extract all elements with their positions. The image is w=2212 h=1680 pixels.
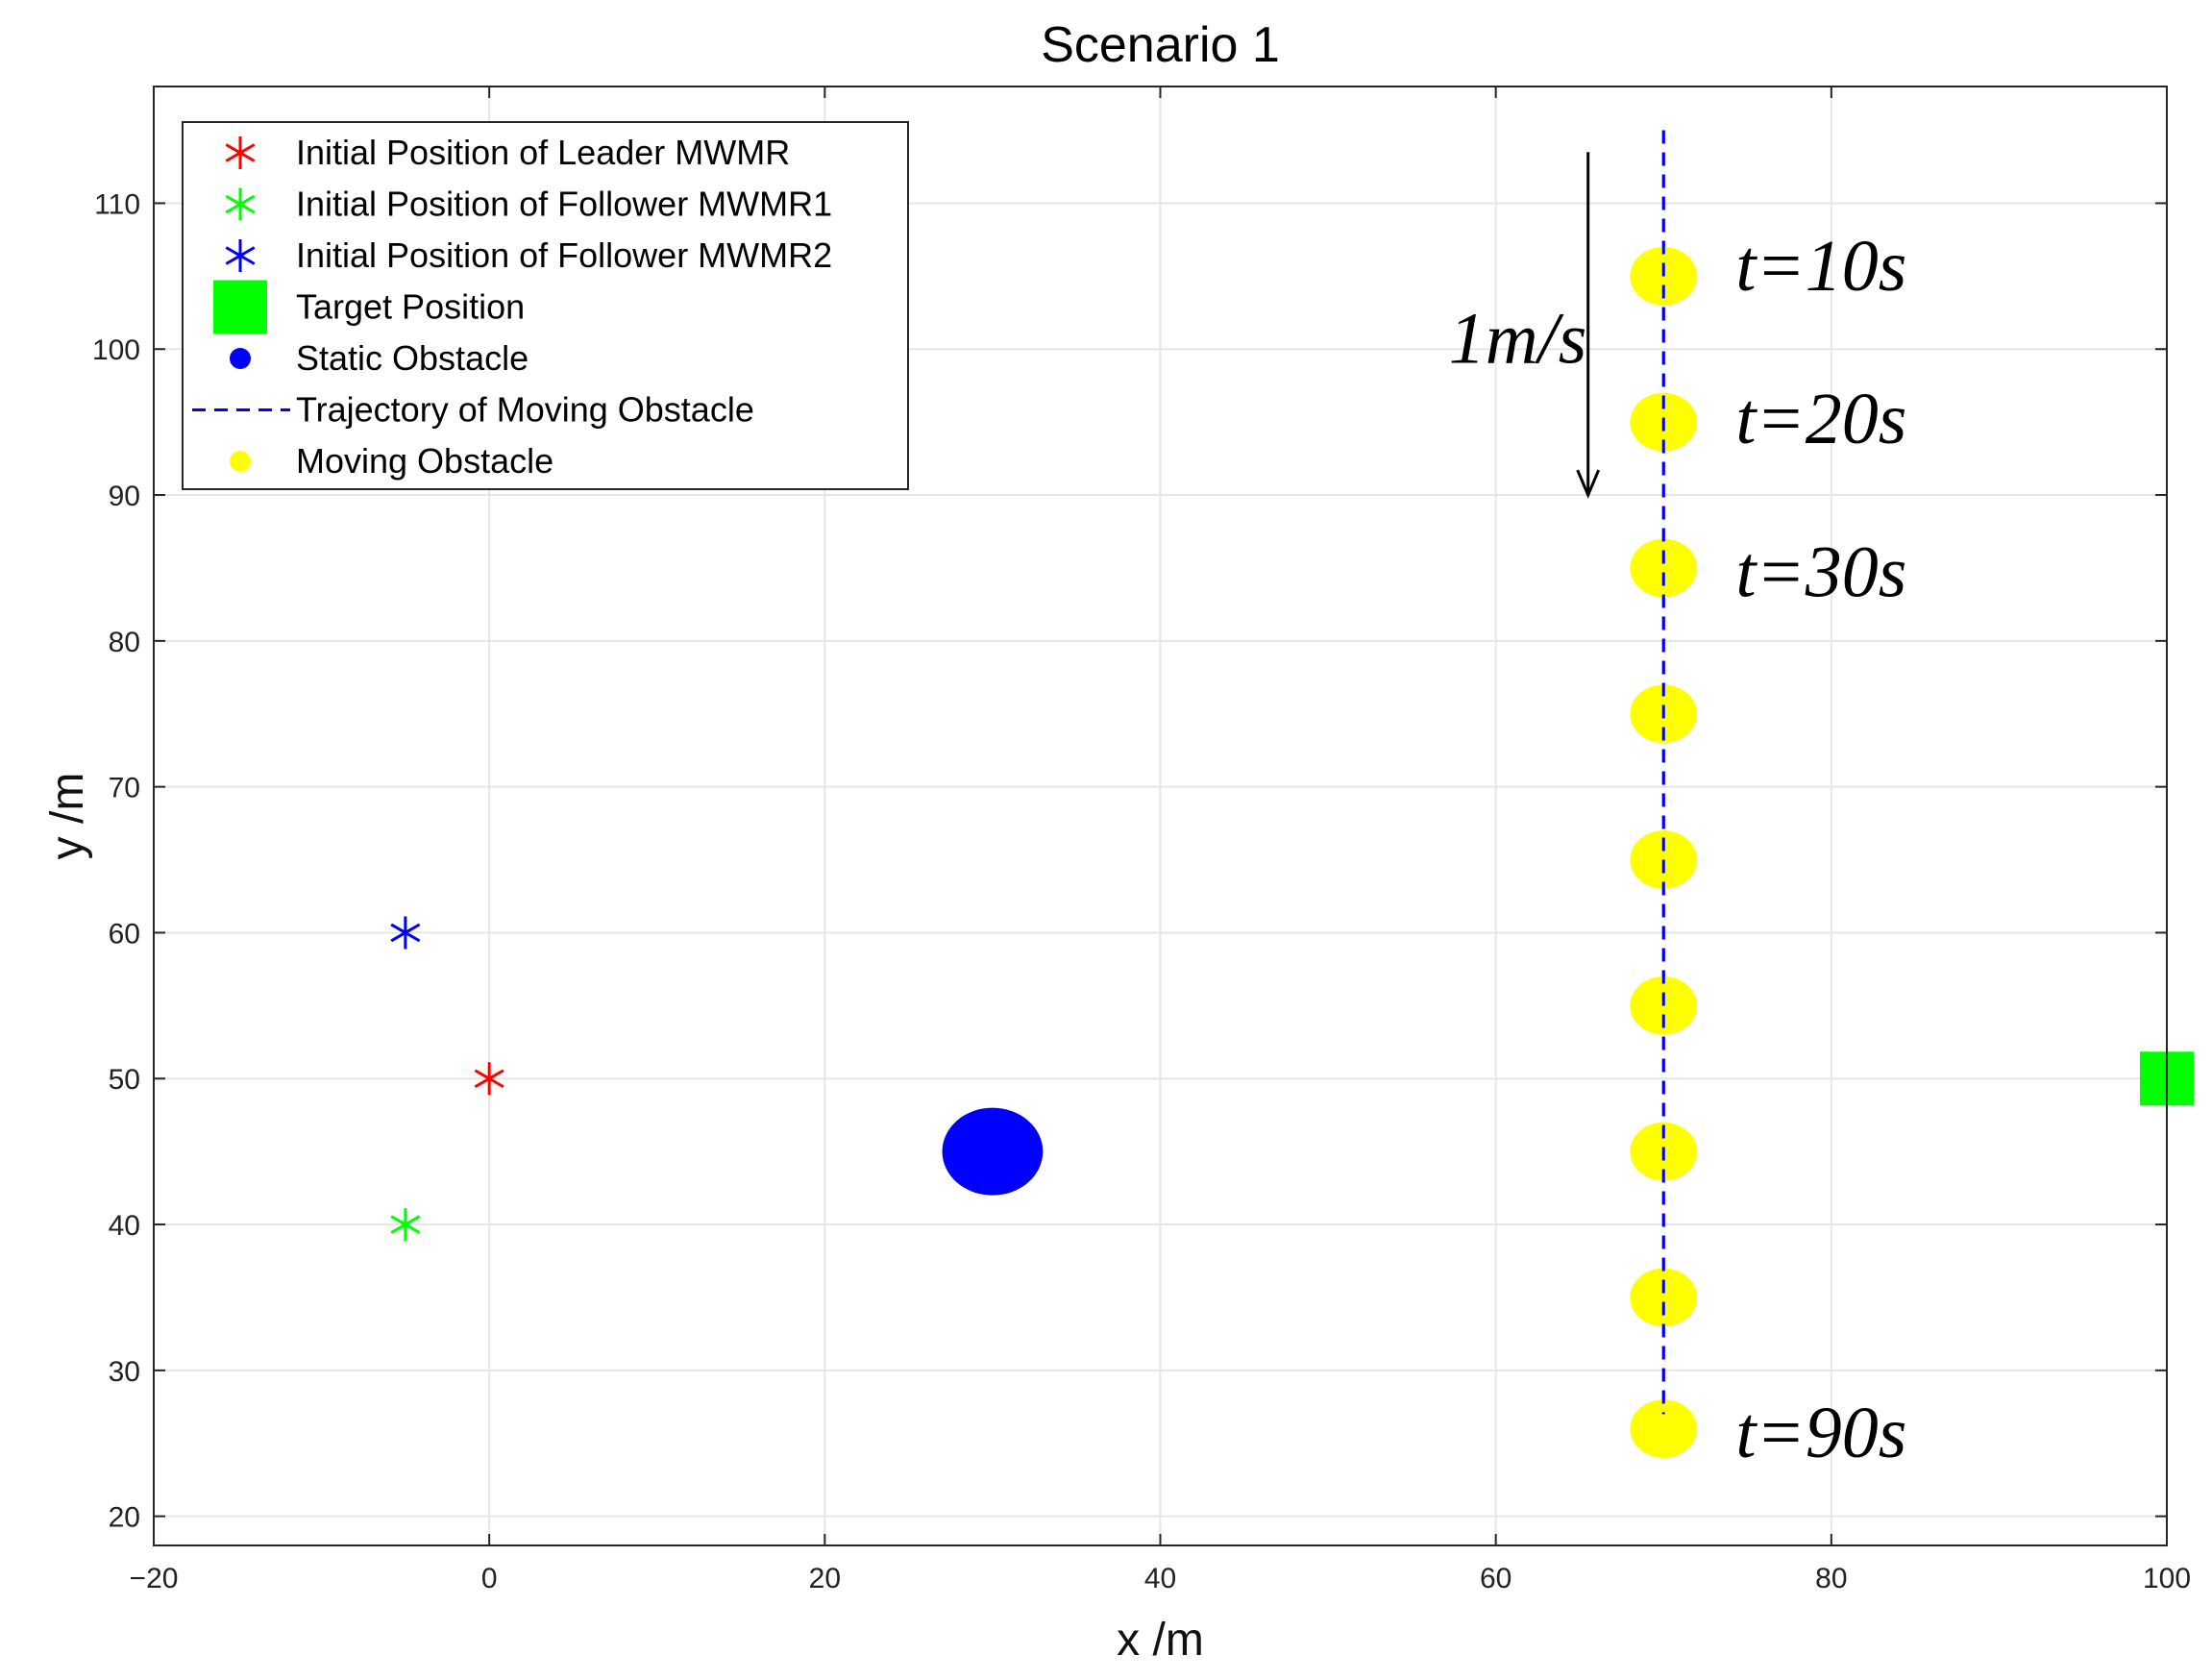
plot-frame [153,86,2168,1546]
legend-entry: Initial Position of Follower MWMR1 [296,185,832,224]
chart-title: Scenario 1 [1041,17,1280,73]
annotation-label: t=90s [1735,1393,1906,1473]
x-axis-ticks: −20 0 20 40 60 80 100 [130,86,2191,1594]
annotation-label: 1m/s [1449,299,1587,380]
static-obstacle-marker [942,1107,1044,1196]
legend-marker-asterisk [225,187,256,221]
initial-position-of-follower-mwmr1-marker [390,1208,421,1242]
legend-entry: Moving Obstacle [296,441,553,481]
y-tick-label: 40 [109,1210,140,1242]
legend-marker-circle [230,348,251,369]
legend-entry: Static Obstacle [296,338,528,378]
y-axis-ticks: 20 30 40 50 60 70 80 90 100 110 [92,188,2167,1534]
data-marks [390,130,2194,1458]
y-tick-label: 30 [109,1356,140,1388]
annotation-label: t=20s [1735,379,1906,459]
legend-marker-asterisk [225,136,256,169]
legend-entry: Target Position [296,287,525,327]
speed-arrow-head [1576,469,1601,499]
x-tick-label: 40 [1144,1563,1176,1594]
y-tick-label: 90 [109,481,140,512]
moving-obstacle-marker [1630,1268,1698,1327]
y-tick-label: 20 [109,1502,140,1534]
x-tick-label: −20 [130,1563,179,1594]
legend-marker-square [213,280,267,334]
initial-position-of-leader-mwmr-marker [474,1062,504,1096]
legend: Initial Position of Leader MWMR Initial P… [182,121,909,490]
annotations: t=10s t=20s t=30s t=90s 1m/s [1449,152,1906,1473]
x-tick-label: 0 [481,1563,498,1594]
x-tick-label: 80 [1815,1563,1847,1594]
y-tick-label: 50 [109,1064,140,1096]
y-axis-label: y /m [42,773,93,860]
legend-marker-asterisk [225,239,256,272]
legend-entry: Initial Position of Follower MWMR2 [296,235,832,275]
x-tick-label: 100 [2143,1563,2191,1594]
y-tick-label: 80 [109,627,140,658]
legend-box [182,121,909,490]
moving-obstacle-marker [1630,538,1698,598]
legend-entry: Initial Position of Leader MWMR [296,133,790,172]
annotation-label: t=30s [1735,532,1906,613]
initial-position-of-follower-mwmr2-marker [390,916,421,950]
x-axis-label: x /m [1117,1615,1204,1666]
y-tick-label: 100 [92,334,140,366]
moving-obstacle-marker [1630,1399,1698,1458]
legend-marker-circle [230,451,251,472]
legend-entry: Trajectory of Moving Obstacle [296,390,754,430]
y-tick-label: 110 [94,188,140,220]
y-tick-label: 70 [109,773,140,804]
annotation-label: t=10s [1735,226,1906,307]
x-tick-label: 60 [1480,1563,1512,1594]
y-tick-label: 60 [109,918,140,950]
x-tick-label: 20 [809,1563,841,1594]
